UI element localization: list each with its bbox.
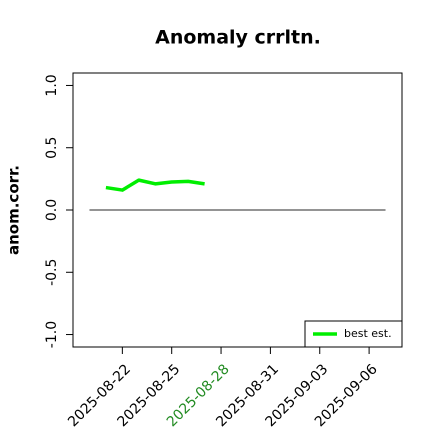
- y-tick-label: -1.0: [44, 321, 60, 348]
- chart-title: Anomaly crrltn.: [155, 27, 321, 49]
- y-axis-label: anom.corr.: [5, 165, 23, 255]
- y-tick-label: 1.0: [44, 74, 60, 96]
- y-tick-label: -0.5: [44, 259, 60, 286]
- series-line: [105, 178, 205, 192]
- legend-label: best est.: [344, 327, 392, 340]
- y-tick-label: 0.5: [44, 137, 60, 159]
- y-tick-label: 0.0: [44, 199, 60, 221]
